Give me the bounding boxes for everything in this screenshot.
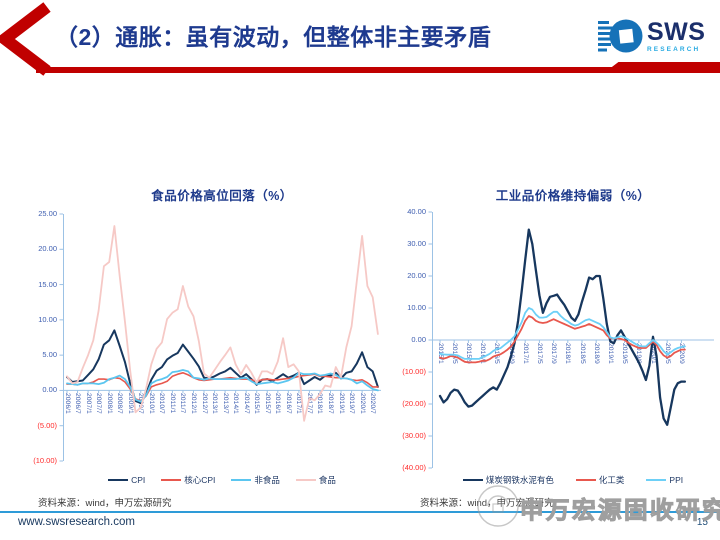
series-化工类 xyxy=(439,315,686,364)
series-非食品 xyxy=(66,369,379,403)
y-tick-label: 20.00 xyxy=(407,271,426,280)
legend-label: PPI xyxy=(669,475,684,485)
legend-marker xyxy=(462,479,483,481)
y-tick-label: 0.00 xyxy=(42,385,57,395)
y-tick-label: (30.00) xyxy=(402,431,426,440)
left-chart-plot xyxy=(59,213,381,462)
right-chart-plot xyxy=(428,211,714,469)
y-tick-label: (10.00) xyxy=(33,455,57,465)
footer-divider xyxy=(0,511,720,514)
legend-item: CPI xyxy=(108,475,145,485)
sws-globe-icon xyxy=(598,19,643,53)
legend-label: 非食品 xyxy=(254,475,280,485)
series-CPI xyxy=(66,329,379,405)
legend-item: 煤炭钢铁水泥有色 xyxy=(462,474,554,486)
legend-label: 核心CPI xyxy=(184,475,216,485)
header-chevron-icon xyxy=(0,2,51,76)
legend-label: 食品 xyxy=(318,475,336,485)
website-url: www.swsresearch.com xyxy=(18,516,135,528)
legend-marker xyxy=(108,479,129,481)
y-tick-label: 10.00 xyxy=(407,303,426,312)
y-tick-label: (10.00) xyxy=(402,367,426,376)
y-tick-label: 5.00 xyxy=(42,350,57,360)
y-tick-label: 20.00 xyxy=(38,244,57,254)
watermark-seal-icon xyxy=(477,485,519,527)
series-煤炭钢铁水泥有色 xyxy=(438,228,687,426)
left-chart-legend: CPI 核心CPI 非食品 食品 xyxy=(63,474,381,486)
legend-item: 化工类 xyxy=(575,474,625,486)
y-tick-label: 30.00 xyxy=(407,239,426,248)
series-PPI xyxy=(439,307,686,360)
source-note-left: 资料来源：wind，申万宏源研究 xyxy=(38,498,172,509)
sws-logo-text: SWS xyxy=(647,18,706,46)
watermark: 申万宏源固收研究 xyxy=(476,484,720,528)
source-note-right: 资料来源：wind，申万宏源研究 xyxy=(420,495,554,509)
header-rule-bar xyxy=(36,67,720,73)
right-chart-title: 工业品价格维持偏弱（%） xyxy=(495,189,651,203)
legend-marker xyxy=(231,479,252,481)
right-chart-legend: 煤炭钢铁水泥有色 化工类 PPI xyxy=(432,474,714,486)
y-tick-label: (5.00) xyxy=(37,420,57,430)
y-tick-label: 15.00 xyxy=(38,279,57,289)
legend-marker xyxy=(161,479,182,481)
legend-label: CPI xyxy=(131,475,146,485)
legend-item: 非食品 xyxy=(231,474,280,486)
y-tick-label: 25.00 xyxy=(38,209,57,218)
y-tick-label: (40.00) xyxy=(402,463,426,472)
sws-logo-texts: SWS RESEARCH xyxy=(647,18,706,54)
legend-marker xyxy=(295,479,316,481)
legend-label: 煤炭钢铁水泥有色 xyxy=(485,475,554,485)
legend-marker xyxy=(575,479,596,481)
y-tick-label: 10.00 xyxy=(38,314,57,324)
legend-item: 核心CPI xyxy=(161,474,215,486)
legend-item: PPI xyxy=(646,475,683,485)
sws-logo-subtext: RESEARCH xyxy=(647,46,701,53)
page-title: （2）通胀：虽有波动，但整体非主要矛盾 xyxy=(55,24,492,50)
legend-marker xyxy=(646,479,667,481)
y-tick-label: 0.00 xyxy=(411,335,426,344)
header-rule-bar-right xyxy=(604,61,720,73)
y-tick-label: (20.00) xyxy=(402,399,426,408)
sws-logo: SWS RESEARCH xyxy=(598,14,705,60)
legend-item: 食品 xyxy=(295,474,336,486)
page-number: 15 xyxy=(696,517,708,528)
legend-label: 化工类 xyxy=(598,475,625,485)
series-食品 xyxy=(66,225,379,422)
y-tick-label: 40.00 xyxy=(407,207,426,216)
watermark-text: 申万宏源固收研究 xyxy=(519,496,720,523)
left-chart-title: 食品价格高位回落（%） xyxy=(151,189,293,203)
